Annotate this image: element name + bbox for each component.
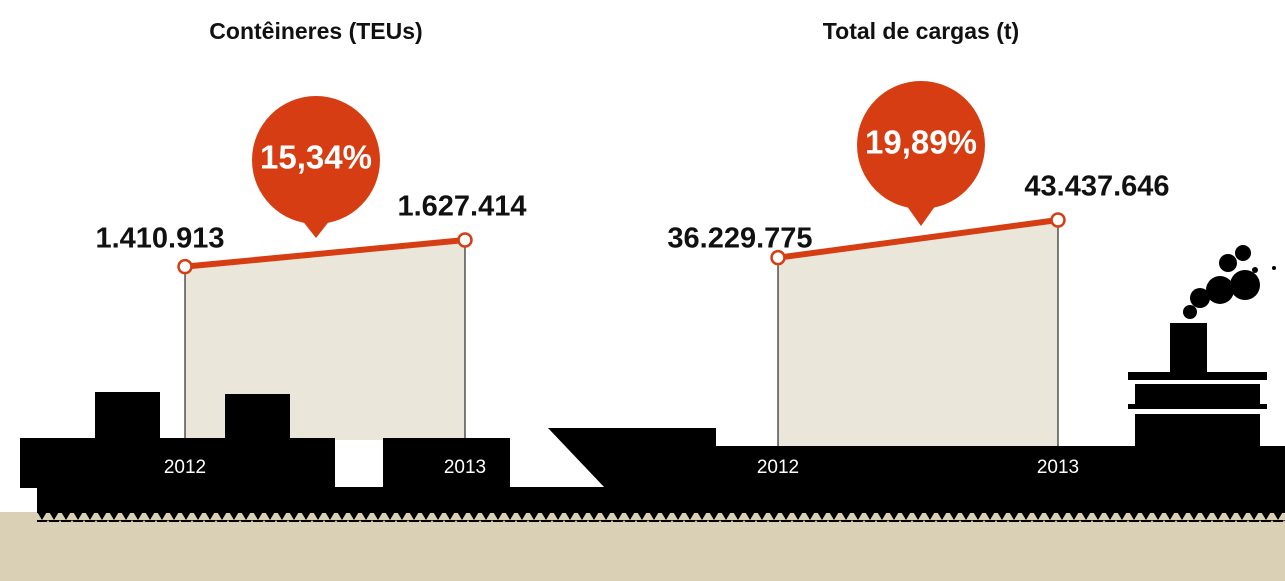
infographic: Contêineres (TEUs) 1.410.913 2012 1.627.414…	[0, 0, 1285, 581]
value-label: 36.229.775	[667, 223, 812, 255]
x-tick-label: 2013	[444, 457, 486, 478]
value-label: 1.627.414	[397, 191, 526, 223]
marker	[459, 234, 472, 247]
value-label: 1.410.913	[95, 223, 224, 255]
marker	[1052, 214, 1065, 227]
x-tick-label: 2012	[164, 457, 206, 478]
annotation: 19,89%	[865, 124, 977, 161]
value-label: 43.437.646	[1024, 171, 1169, 203]
x-tick-label: 2013	[1037, 457, 1079, 478]
x-tick-label: 2012	[757, 457, 799, 478]
sand	[0, 512, 1285, 581]
chart-title: Total de cargas (t)	[823, 18, 1019, 44]
chart-title: Contêineres (TEUs)	[209, 18, 422, 44]
marker	[179, 260, 192, 273]
annotation: 15,34%	[260, 139, 372, 176]
